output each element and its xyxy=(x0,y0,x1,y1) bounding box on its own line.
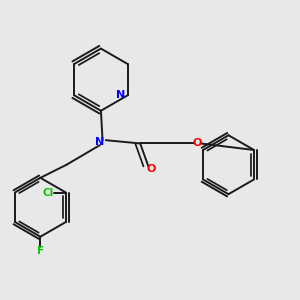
Text: F: F xyxy=(37,246,44,256)
Text: O: O xyxy=(146,164,156,174)
Text: N: N xyxy=(95,137,105,147)
Text: N: N xyxy=(116,90,125,100)
Text: O: O xyxy=(193,139,202,148)
Text: Cl: Cl xyxy=(42,188,53,197)
